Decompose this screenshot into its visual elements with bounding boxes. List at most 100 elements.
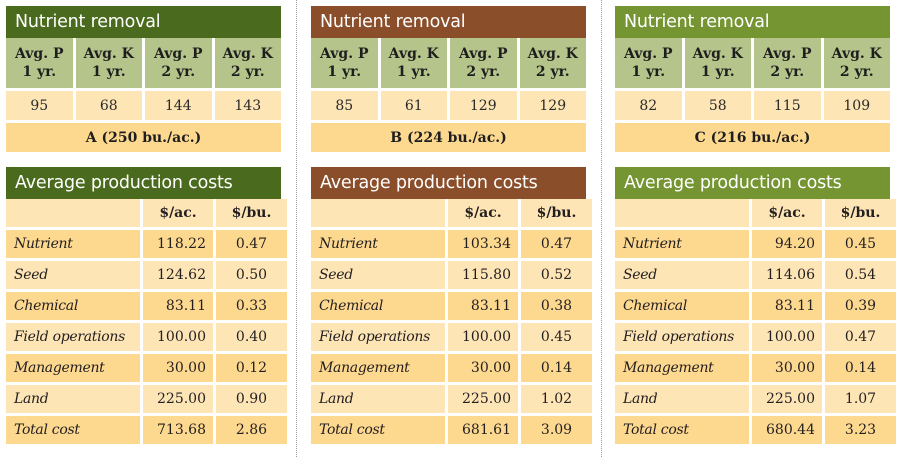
header-line-2: 1 yr. [631,64,666,80]
cost-item-label: Seed [311,261,445,289]
cost-row: Management 30.00 0.14 [311,354,592,382]
cost-row: Land 225.00 1.02 [311,385,592,413]
cost-row: Management 30.00 0.12 [6,354,287,382]
cost-per-bushel: 0.54 [825,261,896,289]
yield-label-row: C (216 bu./ac.) [615,123,890,152]
nutrient-value: 61 [380,91,447,120]
cost-column-header: $/ac. [143,199,213,227]
cost-item-label: Management [615,354,749,382]
nutrient-column-header: Avg. P 1 yr. [6,38,73,88]
dotted-divider-2 [601,0,602,457]
cost-per-bushel: 3.23 [825,416,896,444]
nutrient-value: 144 [145,91,212,120]
cost-per-bushel: 0.47 [216,230,287,258]
header-line-2: 2 yr. [466,64,501,80]
nutrient-column-header: Avg. P 1 yr. [615,38,682,88]
cost-row: Nutrient 103.34 0.47 [311,230,592,258]
cost-per-acre: 225.00 [752,385,822,413]
cost-per-bushel: 0.38 [521,292,592,320]
nutrient-value: 129 [450,91,517,120]
cost-header-row: $/ac. $/bu. [6,199,287,227]
cost-per-bushel: 0.14 [825,354,896,382]
production-costs-panel-a: Average production costs $/ac. $/bu. Nutrie… [6,167,287,447]
header-line-1: Avg. K [831,46,882,62]
nutrient-values-row: 85 61 129 129 [311,91,586,120]
cost-row: Chemical 83.11 0.38 [311,292,592,320]
cost-row: Field operations 100.00 0.40 [6,323,287,351]
cost-per-bushel: 3.09 [521,416,592,444]
nutrient-column-header: Avg. K 2 yr. [214,38,281,88]
nutrient-column-header: Avg. K 1 yr. [684,38,751,88]
header-line-2: 1 yr. [22,64,57,80]
cost-column-header: $/ac. [448,199,518,227]
cost-per-bushel: 0.14 [521,354,592,382]
cost-per-acre: 124.62 [143,261,213,289]
cost-per-bushel: 0.47 [521,230,592,258]
header-line-1: Avg. P [624,46,673,62]
cost-per-acre: 83.11 [448,292,518,320]
production-costs-panel-c: Average production costs $/ac. $/bu. Nutrie… [615,167,896,447]
nutrient-value: 68 [75,91,142,120]
cost-per-bushel: 0.45 [521,323,592,351]
header-line-1: Avg. K [222,46,273,62]
cost-per-bushel: 0.90 [216,385,287,413]
cost-item-label: Total cost [615,416,749,444]
cost-row: Management 30.00 0.14 [615,354,896,382]
production-costs-table: $/ac. $/bu. Nutrient 118.22 0.47 Seed 124.62 0.… [3,196,290,447]
yield-label: C (216 bu./ac.) [615,123,890,152]
cost-per-acre: 114.06 [752,261,822,289]
cost-per-acre: 30.00 [143,354,213,382]
cost-item-label: Land [615,385,749,413]
cost-item-label: Nutrient [311,230,445,258]
nutrient-value: 143 [214,91,281,120]
cost-per-bushel: 1.07 [825,385,896,413]
cost-per-bushel: 0.12 [216,354,287,382]
cost-column-header: $/bu. [825,199,896,227]
cost-per-bushel: 0.45 [825,230,896,258]
cost-row: Seed 124.62 0.50 [6,261,287,289]
cost-item-label: Management [311,354,445,382]
cost-per-acre: 83.11 [143,292,213,320]
nutrient-column-header: Avg. K 1 yr. [75,38,142,88]
cost-item-label: Land [311,385,445,413]
yield-label: B (224 bu./ac.) [311,123,586,152]
nutrient-value: 85 [311,91,378,120]
cost-column-header: $/ac. [752,199,822,227]
cost-item-label: Total cost [6,416,140,444]
nutrient-value: 95 [6,91,73,120]
cost-per-acre: 103.34 [448,230,518,258]
cost-row: Field operations 100.00 0.45 [311,323,592,351]
header-line-1: Avg. K [692,46,743,62]
header-line-1: Avg. K [83,46,134,62]
header-line-2: 1 yr. [327,64,362,80]
cost-item-label: Chemical [311,292,445,320]
cost-per-bushel: 0.33 [216,292,287,320]
cost-row: Chemical 83.11 0.39 [615,292,896,320]
cost-per-acre: 100.00 [752,323,822,351]
cost-per-acre: 94.20 [752,230,822,258]
cost-column-header: $/bu. [521,199,592,227]
cost-item-label: Chemical [615,292,749,320]
yield-label-row: B (224 bu./ac.) [311,123,586,152]
cost-row: Chemical 83.11 0.33 [6,292,287,320]
header-line-2: 2 yr. [770,64,805,80]
yield-label-row: A (250 bu./ac.) [6,123,281,152]
production-costs-panel-b: Average production costs $/ac. $/bu. Nutrie… [311,167,592,447]
cost-item-label: Seed [6,261,140,289]
nutrient-removal-title: Nutrient removal [6,6,281,38]
cost-item-label: Land [6,385,140,413]
cost-per-acre: 30.00 [752,354,822,382]
cost-item-label: Field operations [311,323,445,351]
cost-row: Total cost 680.44 3.23 [615,416,896,444]
cost-item-label: Management [6,354,140,382]
cost-per-bushel: 1.02 [521,385,592,413]
nutrient-column-header: Avg. P 1 yr. [311,38,378,88]
cost-per-acre: 225.00 [143,385,213,413]
header-line-1: Avg. P [459,46,508,62]
production-costs-title: Average production costs [615,167,890,199]
cost-item-label: Field operations [615,323,749,351]
cost-per-acre: 100.00 [448,323,518,351]
